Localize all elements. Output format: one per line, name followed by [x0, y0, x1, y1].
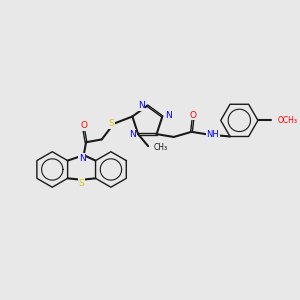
Text: O: O [80, 122, 87, 130]
Text: N: N [129, 130, 136, 139]
Text: NH: NH [207, 130, 219, 139]
Text: N: N [138, 101, 145, 110]
Text: N: N [165, 111, 172, 120]
Text: S: S [109, 119, 114, 128]
Text: CH₃: CH₃ [153, 143, 167, 152]
Text: O: O [190, 111, 196, 120]
Text: N: N [79, 154, 86, 163]
Text: S: S [79, 179, 85, 188]
Text: OCH₃: OCH₃ [278, 116, 297, 125]
